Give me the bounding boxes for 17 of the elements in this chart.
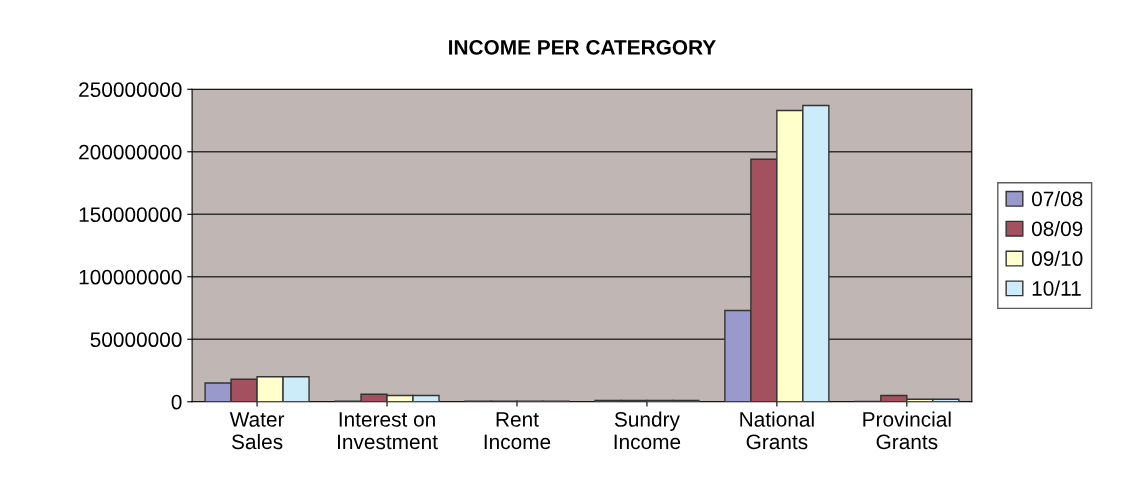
x-tick-label: Interest on Investment [338, 412, 438, 450]
chart-title: INCOME PER CATERGORY [449, 40, 716, 55]
legend-label: 08/09 [1031, 220, 1083, 237]
x-tick-label: Water Sales [229, 412, 285, 450]
y-tick-label: 200000000 [79, 144, 182, 160]
x-tick-label: Provincial Grants [863, 411, 951, 450]
legend-label: 07/08 [1031, 191, 1083, 207]
y-tick-label: 150000000 [79, 207, 182, 223]
y-tick-label: 250000000 [79, 82, 182, 98]
legend-label: 09/10 [1031, 250, 1083, 267]
x-tick-label: National Grants [740, 411, 814, 450]
y-tick-label: 100000000 [79, 269, 182, 285]
y-tick-label: 0 [171, 394, 182, 410]
y-tick-label: 50000000 [90, 332, 182, 348]
legend-label: 10/11 [1032, 280, 1081, 296]
x-tick-label: Rent Income [484, 412, 551, 450]
x-tick-label: Sundry Income [614, 411, 681, 450]
